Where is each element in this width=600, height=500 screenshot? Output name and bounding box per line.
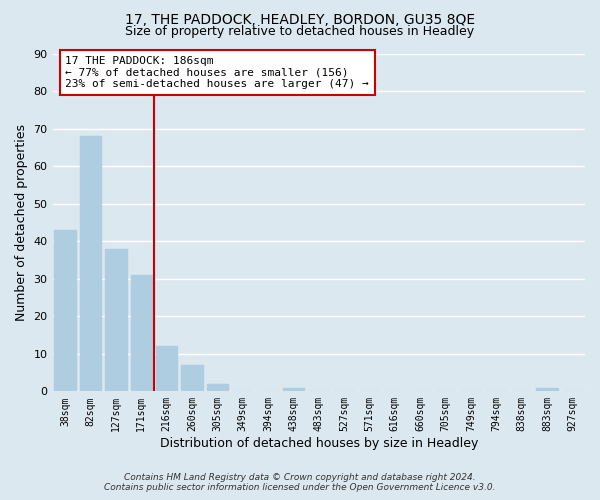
Text: Size of property relative to detached houses in Headley: Size of property relative to detached ho…: [125, 25, 475, 38]
Bar: [206, 384, 228, 392]
X-axis label: Distribution of detached houses by size in Headley: Distribution of detached houses by size …: [160, 437, 478, 450]
Text: 17, THE PADDOCK, HEADLEY, BORDON, GU35 8QE: 17, THE PADDOCK, HEADLEY, BORDON, GU35 8…: [125, 12, 475, 26]
Text: 17 THE PADDOCK: 186sqm
← 77% of detached houses are smaller (156)
23% of semi-de: 17 THE PADDOCK: 186sqm ← 77% of detached…: [65, 56, 369, 89]
Bar: [55, 230, 76, 392]
Bar: [131, 275, 152, 392]
Bar: [283, 388, 304, 392]
Y-axis label: Number of detached properties: Number of detached properties: [15, 124, 28, 321]
Bar: [80, 136, 101, 392]
Bar: [156, 346, 178, 392]
Bar: [536, 388, 558, 392]
Bar: [181, 365, 203, 392]
Text: Contains HM Land Registry data © Crown copyright and database right 2024.
Contai: Contains HM Land Registry data © Crown c…: [104, 473, 496, 492]
Bar: [105, 249, 127, 392]
